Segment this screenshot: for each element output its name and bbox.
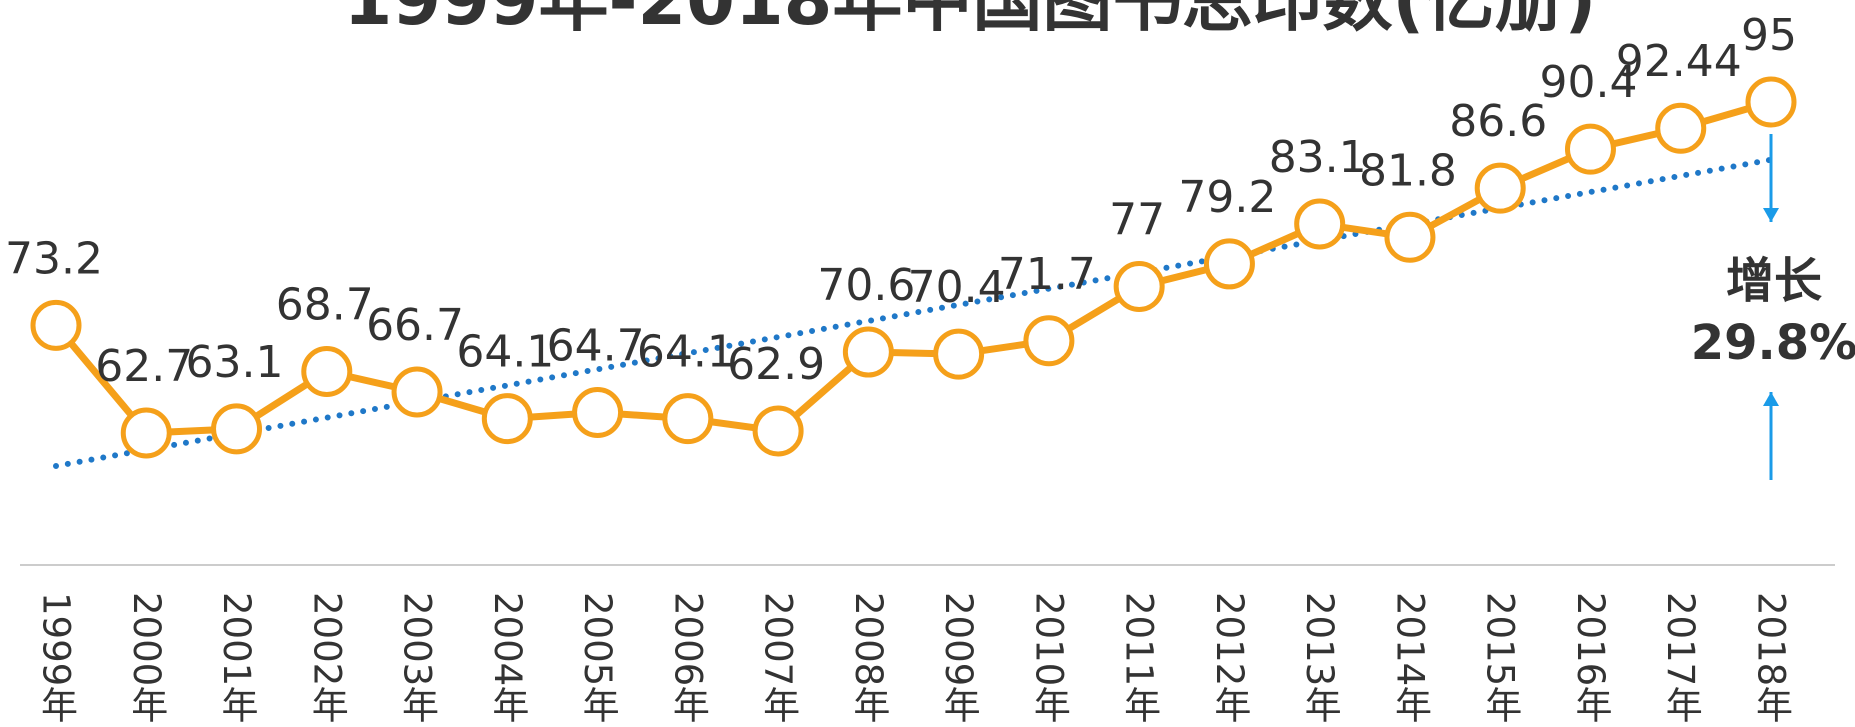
data-point [211, 403, 263, 455]
data-point [1203, 238, 1255, 290]
data-label: 62.7 [95, 341, 193, 392]
data-label: 70.6 [817, 260, 915, 311]
data-point [933, 328, 985, 380]
data-point [662, 393, 714, 445]
x-tick-label: 2001年 [215, 592, 258, 723]
data-point [842, 326, 894, 378]
data-label: 92.44 [1616, 36, 1742, 87]
data-point [1023, 315, 1075, 367]
data-label: 63.1 [186, 337, 284, 388]
x-tick-label: 2010年 [1027, 592, 1070, 723]
trend-line [53, 156, 1774, 469]
x-tick-label: 2015年 [1479, 592, 1522, 723]
data-point [391, 366, 443, 418]
data-label: 70.4 [908, 262, 1006, 313]
data-point [1474, 162, 1526, 214]
x-tick-label: 1999年 [35, 592, 78, 723]
data-point [481, 393, 533, 445]
x-tick-label: 2009年 [937, 592, 980, 723]
data-point [1745, 76, 1797, 128]
data-label: 64.1 [456, 327, 554, 378]
annotation-value: 29.8% [1691, 315, 1855, 371]
data-label: 66.7 [366, 300, 464, 351]
data-point [1564, 123, 1616, 175]
data-point [120, 407, 172, 459]
data-label: 62.9 [727, 339, 825, 390]
data-label: 64.7 [547, 321, 645, 372]
data-label: 83.1 [1269, 132, 1367, 183]
data-label: 73.2 [5, 233, 103, 284]
data-label: 68.7 [276, 280, 374, 331]
arrow-head [1763, 392, 1779, 406]
x-tick-label: 2002年 [305, 592, 348, 723]
x-tick-label: 2012年 [1208, 592, 1251, 723]
x-tick-label: 2017年 [1659, 592, 1702, 723]
x-tick-label: 2006年 [666, 592, 709, 723]
data-point [30, 299, 82, 351]
data-point [1294, 198, 1346, 250]
chart-title: 1999年-2018年中国图书总印数(亿册) [344, 0, 1597, 41]
x-tick-label: 2008年 [847, 592, 890, 723]
data-label: 90.4 [1539, 57, 1637, 108]
x-tick-label: 2004年 [486, 592, 529, 723]
x-tick-label: 2007年 [757, 592, 800, 723]
data-point [572, 387, 624, 439]
x-tick-label: 2005年 [576, 592, 619, 723]
x-tick-label: 2011年 [1118, 592, 1161, 723]
x-tick-label: 2013年 [1298, 592, 1341, 723]
data-point [1384, 211, 1436, 263]
data-point [301, 346, 353, 398]
x-tick-label: 2014年 [1388, 592, 1431, 723]
x-tick-label: 2018年 [1750, 592, 1793, 723]
x-tick-label: 2003年 [396, 592, 439, 723]
data-point [1655, 102, 1707, 154]
data-label: 71.7 [998, 249, 1096, 300]
data-point [1113, 260, 1165, 312]
data-label: 79.2 [1178, 172, 1276, 223]
data-point [752, 405, 804, 457]
x-tick-label: 2016年 [1569, 592, 1612, 723]
data-label: 86.6 [1449, 96, 1547, 147]
x-tick-label: 2000年 [125, 592, 168, 723]
arrow-head [1763, 208, 1779, 222]
data-label: 95 [1741, 10, 1797, 61]
data-label: 77 [1109, 194, 1165, 245]
annotation-label: 增长 [1726, 253, 1822, 309]
data-label: 64.1 [637, 327, 735, 378]
data-label: 81.8 [1359, 145, 1457, 196]
